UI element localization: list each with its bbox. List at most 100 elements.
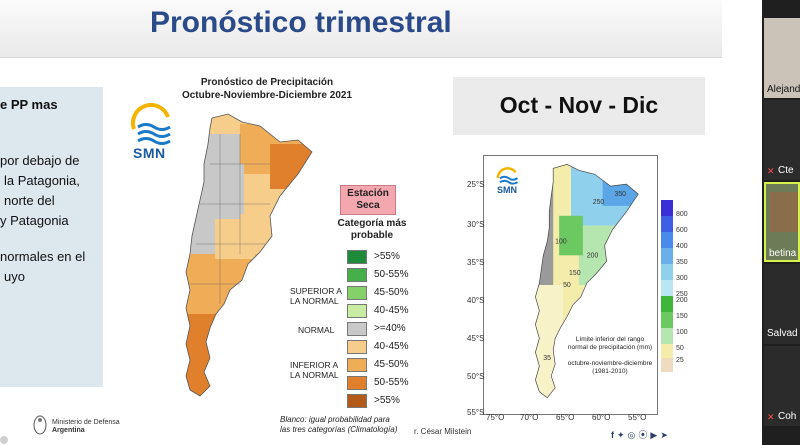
ministry-text: Ministerio de Defensa Argentina xyxy=(52,419,120,435)
participant-tile-active[interactable]: betina xyxy=(764,182,800,262)
participant-name: betina xyxy=(769,248,797,259)
contour-label: 50 xyxy=(563,282,571,289)
participant-tile[interactable]: ✕ Coh xyxy=(764,346,800,426)
ministry-emblem-icon xyxy=(33,415,47,435)
legend-group-inferior-line1: INFERIOR A xyxy=(290,360,339,370)
latitude-label: 30°S xyxy=(467,220,485,229)
social-icons: f✦◎⦿▶➤ xyxy=(611,428,671,441)
latitude-label: 40°S xyxy=(467,296,485,305)
flickr-icon[interactable]: ⦿ xyxy=(638,430,651,440)
colorbar-label: 100 xyxy=(676,329,688,336)
dry-season-line2: Seca xyxy=(356,200,380,211)
colorbar-label: 150 xyxy=(676,313,688,320)
legend-group-superior-line2: LA NORMAL xyxy=(290,296,339,306)
dry-season-label: Estación Seca xyxy=(340,185,396,215)
left-text-panel: e PP mas por debajo de la Patagonia, nor… xyxy=(0,87,103,387)
left-text-line: norte del xyxy=(4,193,55,208)
facebook-icon[interactable]: f xyxy=(611,430,617,440)
contour-label: 35 xyxy=(543,355,551,362)
map2-note-line1: Límite inferior del rango xyxy=(575,336,645,343)
map1-title-line1: Pronóstico de Precipitación xyxy=(200,77,334,88)
legend-group-inferior-line2: LA NORMAL xyxy=(290,370,339,380)
slide-control-icon[interactable] xyxy=(0,432,10,445)
smn-logo-text: SMN xyxy=(497,185,517,195)
participant-tile[interactable]: Alejand xyxy=(764,18,800,98)
smn-logo-text: SMN xyxy=(133,145,166,161)
left-text-line: por debajo de xyxy=(0,153,80,168)
legend-label: 50-55% xyxy=(374,269,409,280)
map2-period-line1: octubre-noviembre-diciembre xyxy=(567,360,653,367)
colorbar-label: 800 xyxy=(676,211,688,218)
participant-name: Alejand xyxy=(767,84,800,95)
legend-group-inferior: INFERIOR A LA NORMAL xyxy=(290,360,339,380)
legend-swatch xyxy=(347,286,367,300)
legend-swatch xyxy=(347,358,367,372)
youtube-icon[interactable]: ▶ xyxy=(650,430,661,440)
twitter-icon[interactable]: ✦ xyxy=(617,430,628,440)
contour-label: 350 xyxy=(614,191,626,198)
legend-label: 45-50% xyxy=(374,287,409,298)
credit-text: r. César Milstein xyxy=(414,427,472,436)
contour-label: 150 xyxy=(569,270,581,277)
precipitation-forecast-map xyxy=(185,113,313,397)
longitude-label: 55°O xyxy=(628,413,647,422)
participant-video xyxy=(770,192,798,232)
left-text-line: la Patagonia, xyxy=(4,173,80,188)
longitude-label: 60°O xyxy=(592,413,611,422)
legend-group-superior-line1: SUPERIOR A xyxy=(290,286,342,296)
legend-swatch xyxy=(347,376,367,390)
colorbar-label: 350 xyxy=(676,259,688,266)
muted-mic-icon: ✕ xyxy=(767,166,775,176)
slide-header: Pronóstico trimestral xyxy=(0,0,722,58)
latitude-label: 55°S xyxy=(467,408,485,417)
slide-title: Pronóstico trimestral xyxy=(150,6,452,39)
legend-label: 45-50% xyxy=(374,359,409,370)
longitude-label: 75°O xyxy=(486,413,505,422)
muted-mic-icon: ✕ xyxy=(767,412,775,422)
contour-label: 100 xyxy=(555,238,567,245)
latitude-label: 35°S xyxy=(467,258,485,267)
ministry-line2: Argentina xyxy=(52,427,85,434)
legend-label: >55% xyxy=(374,395,400,406)
participant-name: Salvad xyxy=(767,328,798,339)
colorbar-label: 25 xyxy=(676,357,684,364)
contour-label: 200 xyxy=(587,252,599,259)
colorbar-label: 300 xyxy=(676,275,688,282)
period-box: Oct - Nov - Dic xyxy=(453,77,705,135)
legend-note-line2: las tres categorías (Climatología) xyxy=(280,425,398,434)
map1-title: Pronóstico de Precipitación Octubre-Novi… xyxy=(150,76,384,102)
legend-swatch xyxy=(347,322,367,336)
participant-tile[interactable]: ✕ Cte xyxy=(764,100,800,180)
legend-label: 40-45% xyxy=(374,305,409,316)
contour-label: 250 xyxy=(593,199,605,206)
latitude-label: 45°S xyxy=(467,334,485,343)
legend-swatch xyxy=(347,268,367,282)
legend-heading: Categoría más probable xyxy=(327,218,417,242)
participant-tile[interactable]: Salvad xyxy=(764,264,800,344)
legend-label: >55% xyxy=(374,251,400,262)
colorbar-label: 200 xyxy=(676,297,688,304)
left-text-line: normales en el xyxy=(0,249,86,264)
smn-logo-icon xyxy=(130,103,171,145)
period-label: Oct - Nov - Dic xyxy=(499,92,659,118)
colorbar-label: 400 xyxy=(676,243,688,250)
telegram-icon[interactable]: ➤ xyxy=(660,430,671,440)
left-text-line: uyo xyxy=(4,269,25,284)
legend-label: 50-55% xyxy=(374,377,409,388)
legend-heading-line1: Categoría más xyxy=(337,218,407,229)
legend-swatch xyxy=(347,394,367,408)
normal-precipitation-map: 250 350 100 200 150 50 35 xyxy=(483,155,658,415)
legend-swatch xyxy=(347,250,367,264)
legend-label: 40-45% xyxy=(374,341,409,352)
map2-period: octubre-noviembre-diciembre (1981-2010) xyxy=(560,360,660,376)
map1-title-line2: Octubre-Noviembre-Diciembre 2021 xyxy=(181,90,353,101)
latitude-label: 50°S xyxy=(467,372,485,381)
map2-note: Límite inferior del rango normal de prec… xyxy=(560,336,660,352)
colorbar-label: 600 xyxy=(676,227,688,234)
instagram-icon[interactable]: ◎ xyxy=(627,430,639,440)
legend-swatch xyxy=(347,304,367,318)
map2-period-line2: (1981-2010) xyxy=(592,368,628,375)
longitude-label: 70°O xyxy=(520,413,539,422)
left-text-line: y Patagonia xyxy=(0,213,69,228)
